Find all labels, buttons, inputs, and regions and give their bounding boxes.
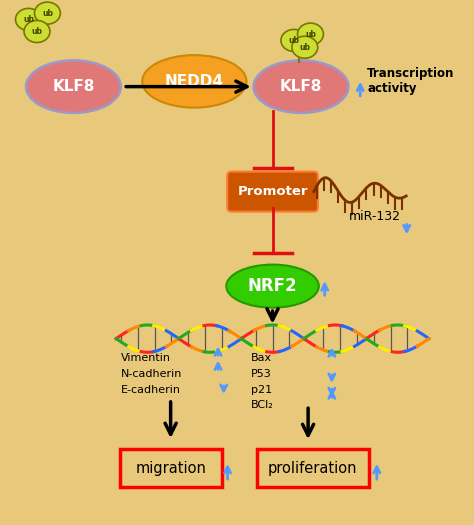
FancyBboxPatch shape xyxy=(227,172,318,212)
Bar xyxy=(257,449,368,487)
Text: ub: ub xyxy=(42,8,53,18)
Ellipse shape xyxy=(281,29,307,51)
Ellipse shape xyxy=(298,23,323,45)
Text: BCl₂: BCl₂ xyxy=(251,400,274,411)
Ellipse shape xyxy=(142,55,246,108)
Text: N-cadherin: N-cadherin xyxy=(121,369,182,379)
Ellipse shape xyxy=(24,20,50,43)
Text: miR-132: miR-132 xyxy=(348,211,401,223)
Ellipse shape xyxy=(26,60,121,113)
Text: NEDD4: NEDD4 xyxy=(165,74,224,89)
Text: P53: P53 xyxy=(251,369,272,379)
Ellipse shape xyxy=(16,8,41,30)
Ellipse shape xyxy=(292,36,318,58)
Text: ub: ub xyxy=(305,29,316,39)
Ellipse shape xyxy=(226,265,319,308)
Text: p21: p21 xyxy=(251,384,273,395)
Text: NRF2: NRF2 xyxy=(248,277,297,295)
Ellipse shape xyxy=(35,2,60,24)
Text: migration: migration xyxy=(135,461,206,476)
Text: E-cadherin: E-cadherin xyxy=(121,384,181,395)
Text: Vimentin: Vimentin xyxy=(121,353,171,363)
Text: Promoter: Promoter xyxy=(237,185,308,198)
Text: ub: ub xyxy=(288,36,300,45)
Text: ub: ub xyxy=(23,15,34,24)
Bar xyxy=(119,449,222,487)
Text: KLF8: KLF8 xyxy=(52,79,95,94)
Text: Bax: Bax xyxy=(251,353,273,363)
Text: ub: ub xyxy=(31,27,43,36)
Text: ub: ub xyxy=(299,43,310,52)
Text: proliferation: proliferation xyxy=(268,461,357,476)
Text: KLF8: KLF8 xyxy=(280,79,322,94)
Text: Transcription
activity: Transcription activity xyxy=(367,67,455,96)
Ellipse shape xyxy=(254,60,348,113)
